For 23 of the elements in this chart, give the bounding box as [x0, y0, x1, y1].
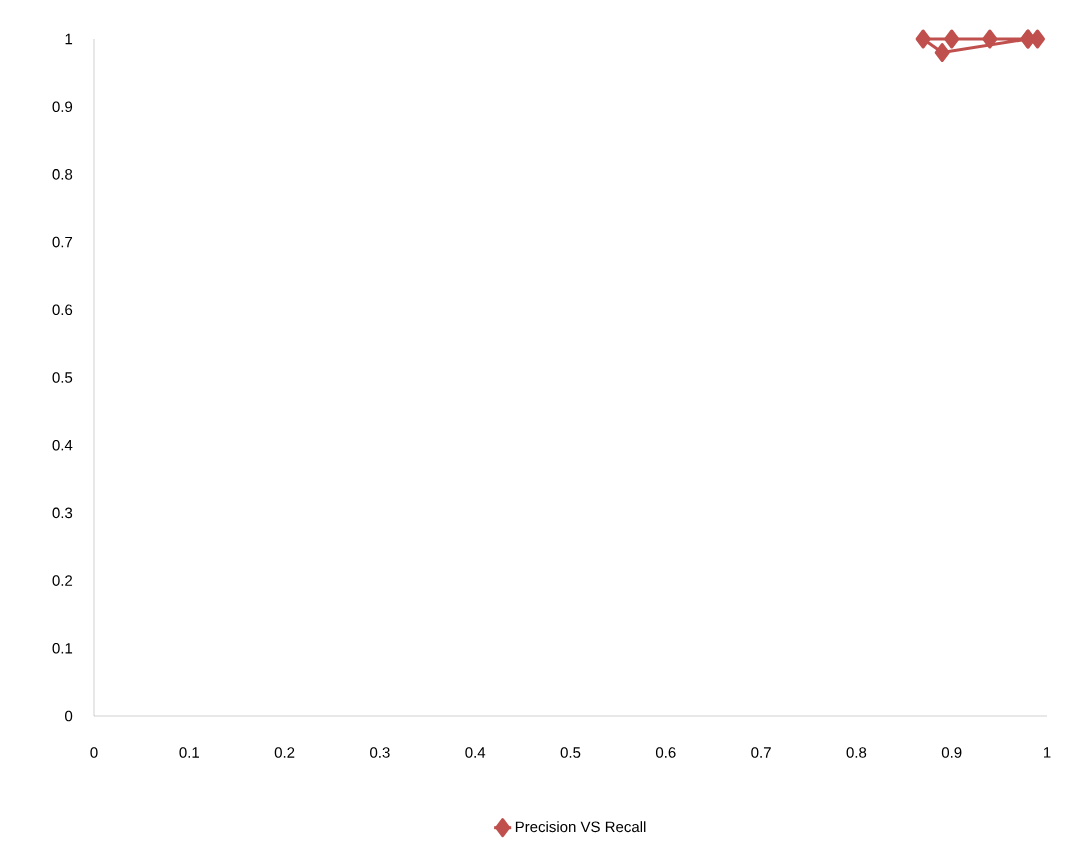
x-tick-label: 0.6: [655, 747, 676, 758]
y-tick-label: 0.7: [52, 236, 73, 248]
x-tick-label: 0.4: [465, 747, 486, 758]
x-tick-label: 0.2: [274, 747, 295, 758]
y-tick-label: 0.8: [52, 169, 73, 180]
x-tick-label: 0.8: [846, 747, 867, 758]
legend-label: Precision VS Recall: [515, 821, 646, 833]
y-tick-label: 0.5: [52, 372, 73, 383]
x-tick-label: 0.1: [179, 747, 199, 758]
y-tick-label: 0: [65, 710, 73, 722]
x-tick-label: 0.9: [941, 747, 962, 758]
y-tick-label: 0.1: [52, 642, 73, 654]
y-tick-label: 0.3: [52, 507, 73, 519]
y-tick-label: 0.9: [52, 101, 73, 112]
x-tick-label: 0.7: [751, 747, 771, 758]
x-tick-label: 0.5: [560, 747, 581, 758]
x-tick-label: 1: [1043, 747, 1051, 758]
y-tick-label: 0.2: [52, 575, 73, 586]
y-tick-label: 0.4: [52, 439, 73, 451]
y-tick-label: 1: [65, 33, 73, 45]
x-tick-label: 0: [90, 747, 98, 758]
x-tick-label: 0.3: [370, 747, 390, 758]
y-tick-label: 0.6: [52, 304, 73, 316]
